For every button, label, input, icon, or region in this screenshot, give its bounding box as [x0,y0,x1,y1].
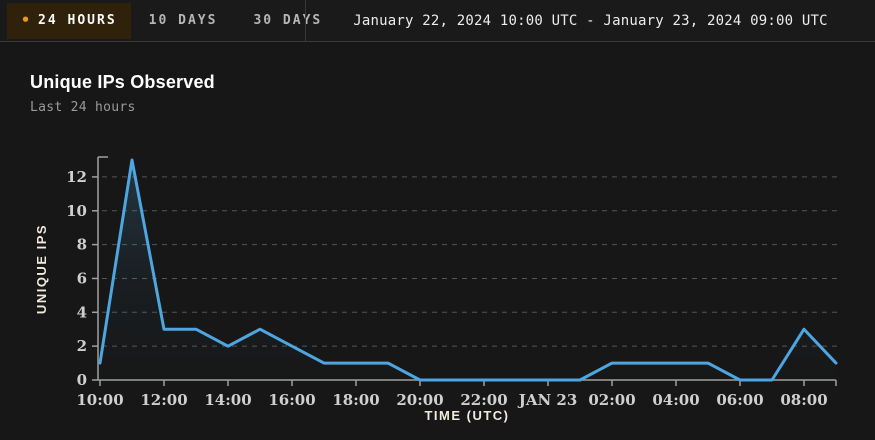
tab-10-days[interactable]: 10 DAYS [131,3,236,39]
x-tick-label: 02:00 [588,391,635,409]
x-tick-label: 12:00 [140,391,187,409]
x-tick-label: JAN 23 [517,391,578,409]
y-tick-label: 12 [66,168,87,186]
chart-header: Unique IPs Observed Last 24 hours [30,72,875,115]
page-title: Unique IPs Observed [30,72,215,92]
y-tick-label: 2 [77,337,87,355]
y-tick-label: 6 [77,269,87,287]
y-tick-label: 0 [77,371,87,389]
date-range-label: January 22, 2024 10:00 UTC - January 23,… [353,12,828,29]
y-tick-label: 8 [77,236,87,254]
x-tick-label: 20:00 [396,391,443,409]
x-tick-label: 18:00 [332,391,379,409]
line-chart-canvas: 0 2 4 6 8 10 12 10:00 12:00 14:00 16:00 18:00 20:00 2… [34,156,838,423]
time-range-toolbar: • 24 HOURS 10 DAYS 30 DAYS January 22, 2… [0,0,875,42]
y-tick-label: 10 [66,202,87,220]
tab-30-days[interactable]: 30 DAYS [235,3,340,39]
tab-30-days-label: 30 DAYS [253,13,323,28]
tab-24-hours[interactable]: • 24 HOURS [7,2,131,39]
x-tick-label: 14:00 [204,391,251,409]
tab-10-days-label: 10 DAYS [148,13,218,28]
x-tick-label: 16:00 [268,391,315,409]
x-axis-title: TIME (UTC) [424,408,509,423]
page-subtitle: Last 24 hours [30,100,136,115]
y-tick-label: 4 [77,303,87,321]
topbar-divider [305,0,306,41]
series-area [100,160,836,380]
x-tick-label: 06:00 [716,391,763,409]
tab-24-hours-label: 24 HOURS [38,13,117,28]
x-tick-label: 22:00 [460,391,507,409]
x-tick-label: 04:00 [652,391,699,409]
series-line [98,158,838,382]
time-range-tabs: • 24 HOURS 10 DAYS 30 DAYS [0,0,320,41]
active-tab-dot-icon: • [21,11,33,29]
y-axis-title: UNIQUE IPS [34,224,49,314]
x-tick-label: 08:00 [780,391,827,409]
unique-ips-chart: 0 2 4 6 8 10 12 10:00 12:00 14:00 16:00 18:00 20:00 2… [0,139,875,440]
x-tick-label: 10:00 [76,391,123,409]
